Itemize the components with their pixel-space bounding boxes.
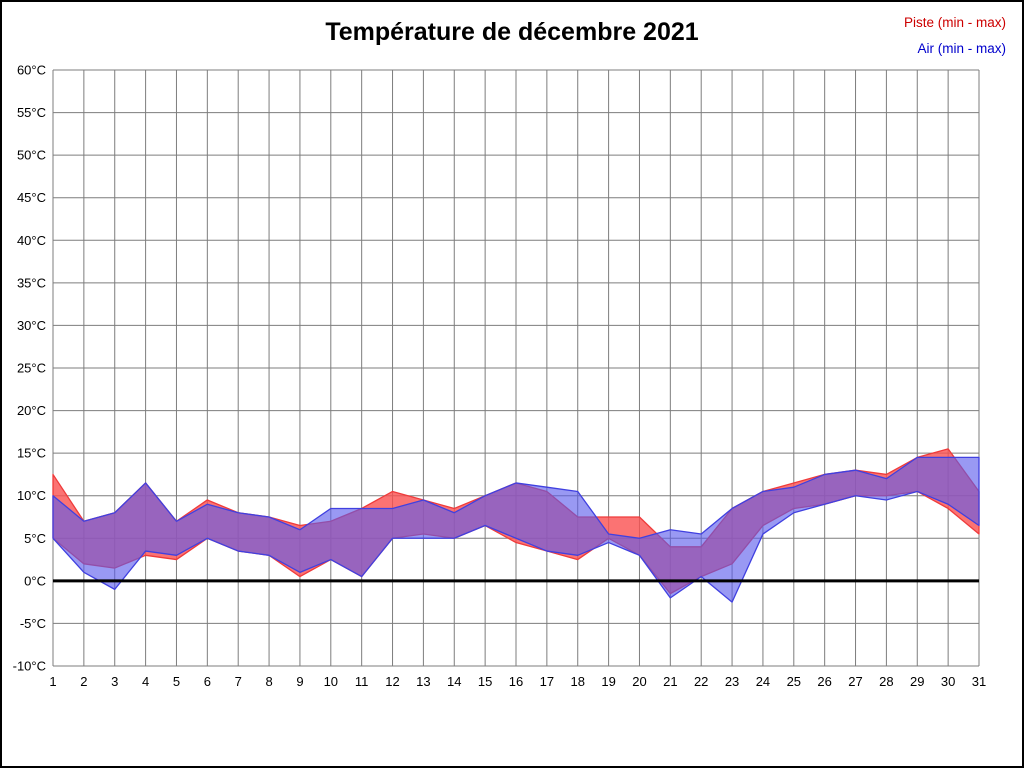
x-tick-label: 12: [385, 674, 399, 689]
x-tick-label: 21: [663, 674, 677, 689]
y-tick-label: 55°C: [17, 105, 46, 120]
chart-legend: Piste (min - max) Air (min - max): [904, 10, 1006, 62]
y-tick-label: 15°C: [17, 446, 46, 461]
y-tick-label: 30°C: [17, 318, 46, 333]
x-tick-label: 11: [355, 674, 369, 689]
x-tick-label: 8: [265, 674, 272, 689]
y-tick-label: 35°C: [17, 275, 46, 290]
y-tick-label: 40°C: [17, 233, 46, 248]
x-tick-label: 3: [111, 674, 118, 689]
x-tick-label: 4: [142, 674, 149, 689]
y-tick-label: 10°C: [17, 488, 46, 503]
legend-piste-label: Piste (min - max): [903, 15, 1006, 30]
x-tick-label: 6: [204, 674, 211, 689]
y-tick-label: 25°C: [17, 361, 46, 376]
x-tick-label: 30: [941, 674, 955, 689]
y-tick-label: 0°C: [24, 573, 46, 588]
x-tick-label: 16: [509, 674, 523, 689]
x-tick-label: 14: [447, 674, 461, 689]
y-tick-label: 20°C: [17, 403, 46, 418]
x-tick-label: 29: [910, 674, 924, 689]
x-tick-label: 31: [972, 674, 986, 689]
x-tick-label: 10: [324, 674, 338, 689]
x-tick-label: 2: [80, 674, 87, 689]
chart-title: Température de décembre 2021: [325, 18, 699, 46]
x-tick-label: 24: [756, 674, 770, 689]
x-tick-label: 19: [601, 674, 615, 689]
x-tick-label: 25: [787, 674, 801, 689]
x-tick-label: 13: [416, 674, 430, 689]
legend-air-label: Air (min - max): [917, 41, 1007, 56]
x-tick-label: 20: [632, 674, 646, 689]
y-tick-label: -10°C: [13, 659, 46, 674]
x-tick-label: 1: [49, 674, 56, 689]
x-tick-label: 18: [570, 674, 584, 689]
y-tick-label: 60°C: [17, 63, 46, 78]
x-tick-label: 28: [879, 674, 893, 689]
x-tick-label: 9: [296, 674, 303, 689]
x-tick-label: 22: [694, 674, 708, 689]
y-tick-label: 5°C: [24, 531, 46, 546]
y-tick-label: 50°C: [17, 148, 46, 163]
x-tick-label: 15: [478, 674, 492, 689]
y-tick-label: 45°C: [17, 190, 46, 205]
x-tick-label: 26: [817, 674, 831, 689]
x-tick-label: 17: [540, 674, 554, 689]
air-minmax-band: [52, 456, 980, 603]
x-tick-label: 7: [235, 674, 242, 689]
x-tick-label: 5: [173, 674, 180, 689]
y-tick-label: -5°C: [20, 616, 46, 631]
x-tick-label: 23: [725, 674, 739, 689]
x-tick-label: 27: [848, 674, 862, 689]
